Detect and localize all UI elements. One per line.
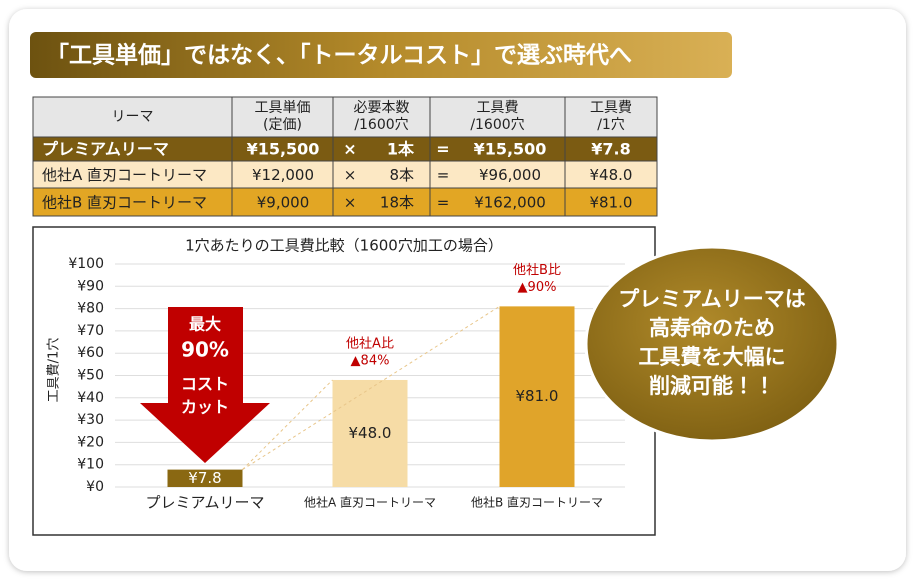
chart-title: 1穴あたりの工具費比較（1600穴加工の場合） — [185, 237, 503, 255]
table-cell: 他社B 直刃コートリーマ — [42, 194, 207, 212]
table-header-cell: /1600穴 — [470, 117, 524, 133]
title: 「工具単価」ではなく、「トータルコスト」で選ぶ時代へ — [46, 42, 632, 69]
title-banner — [30, 32, 732, 78]
table-cell: = — [437, 194, 450, 212]
callout-bubble — [584, 245, 840, 443]
y-tick-label: ¥100 — [68, 256, 104, 272]
table-cell: ¥9,000 — [257, 194, 310, 212]
table-row-bg — [32, 136, 658, 162]
bar — [499, 306, 575, 487]
arrow-text: コスト — [181, 375, 229, 394]
table-header-cell: 工具費 — [477, 100, 519, 116]
arrow-text: 最大 — [189, 315, 221, 334]
value-label: ¥48.0 — [349, 424, 392, 442]
chart: 1穴あたりの工具費比較（1600穴加工の場合） 工具費/1穴 ¥0 ¥10 ¥20 ¥30… — [47, 237, 625, 512]
y-tick-label: ¥50 — [77, 368, 104, 384]
table-cell: 8本 — [389, 166, 414, 184]
cost-cut-arrow — [140, 307, 270, 463]
table-header-bg — [32, 96, 658, 138]
y-tick-label: ¥70 — [77, 323, 104, 339]
table-cell: 1本 — [387, 140, 415, 159]
table-header-cell: 工具単価 — [255, 100, 311, 116]
table-cell: × — [344, 166, 357, 184]
bar — [167, 469, 243, 487]
value-label: ¥7.8 — [188, 469, 221, 487]
comparison-label: ▲90% — [518, 280, 557, 295]
y-tick-label: ¥80 — [77, 301, 104, 317]
table-row-bg — [32, 160, 658, 189]
arrow-text: 90% — [181, 338, 229, 362]
table-row-bg — [32, 187, 658, 217]
table-cell: ¥162,000 — [474, 194, 546, 212]
arrow-text: カット — [181, 398, 229, 417]
table-header-cell: リーマ — [112, 109, 154, 125]
connector — [242, 305, 500, 471]
table-header-cell: 必要本数 — [354, 100, 410, 116]
table-cell: ¥48.0 — [590, 166, 633, 184]
y-tick-label: ¥30 — [77, 412, 104, 428]
table-cell: ¥7.8 — [591, 140, 630, 159]
callout-text: 工具費を大幅に — [639, 345, 786, 369]
table-cell: 18本 — [380, 194, 414, 212]
x-tick-label: 他社A 直刃コートリーマ — [304, 495, 436, 510]
comparison-label: 他社A比 — [346, 336, 394, 351]
x-tick-label: 他社B 直刃コートリーマ — [471, 495, 603, 510]
table-cell: ¥81.0 — [590, 194, 633, 212]
bar — [332, 379, 408, 487]
comparison-label: ▲84% — [351, 353, 390, 368]
y-tick-label: ¥0 — [86, 479, 104, 495]
table-cell: = — [437, 166, 450, 184]
table-cell: ¥12,000 — [252, 166, 314, 184]
y-tick-label: ¥90 — [77, 278, 104, 294]
table-cell: ¥96,000 — [479, 166, 541, 184]
table-cell: ¥15,500 — [474, 140, 547, 159]
y-tick-label: ¥40 — [77, 390, 104, 406]
table-header-cell: /1600穴 — [354, 117, 408, 133]
callout-text: プレミアムリーマは — [618, 287, 806, 311]
y-tick-label: ¥60 — [77, 345, 104, 361]
table: リーマ工具単価(定価)必要本数/1600穴工具費/1600穴工具費/1穴プレミア… — [32, 96, 658, 217]
table-cell: × — [343, 140, 356, 159]
y-axis-label: 工具費/1穴 — [47, 338, 62, 403]
value-label: ¥81.0 — [516, 387, 559, 405]
table-cell: ¥15,500 — [247, 140, 320, 159]
callout-text: 高寿命のため — [649, 316, 775, 340]
table-cell: 他社A 直刃コートリーマ — [42, 166, 207, 184]
table-header-cell: 工具費 — [590, 100, 632, 116]
x-tick-label: プレミアムリーマ — [146, 494, 265, 512]
y-tick-label: ¥20 — [77, 434, 104, 450]
table-header-cell: (定価) — [263, 117, 302, 133]
table-cell: × — [344, 194, 357, 212]
table-header-cell: /1穴 — [597, 117, 625, 133]
table-cell: プレミアムリーマ — [42, 140, 169, 159]
y-tick-label: ¥10 — [77, 457, 104, 473]
comparison-label: 他社B比 — [513, 263, 561, 278]
table-cell: = — [436, 140, 449, 159]
callout-text: 削減可能！！ — [649, 374, 775, 398]
